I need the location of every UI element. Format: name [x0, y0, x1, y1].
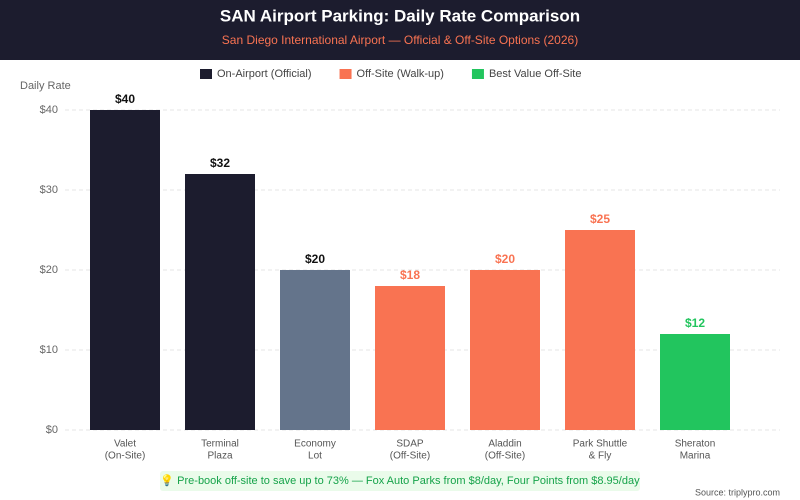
- y-tick-label: $20: [40, 264, 58, 276]
- bar: [90, 110, 160, 430]
- x-tick-label: Park Shuttle: [573, 439, 628, 450]
- bar: [660, 334, 730, 430]
- x-tick-label: Economy: [294, 439, 336, 450]
- x-tick-label: & Fly: [589, 451, 612, 462]
- x-tick-label: (On-Site): [105, 451, 146, 462]
- legend-swatch: [200, 69, 212, 79]
- bar: [375, 286, 445, 430]
- x-tick-label: (Off-Site): [485, 451, 525, 462]
- chart-title: SAN Airport Parking: Daily Rate Comparis…: [220, 6, 580, 25]
- value-label: $32: [210, 156, 230, 170]
- y-tick-label: $10: [40, 344, 58, 356]
- note-box: [160, 471, 640, 491]
- value-label: $18: [400, 268, 420, 282]
- legend-label: Best Value Off-Site: [489, 68, 582, 80]
- x-tick-label: Sheraton: [675, 439, 716, 450]
- note: 💡 Pre-book off-site to save up to 73% — …: [160, 474, 640, 487]
- value-label: $20: [305, 252, 325, 266]
- value-label: $40: [115, 92, 135, 106]
- legend-label: On-Airport (Official): [217, 68, 312, 80]
- source: Source: triplypro.com: [695, 487, 780, 497]
- y-tick-label: $40: [40, 104, 58, 116]
- legend-swatch: [339, 69, 352, 79]
- bar: [565, 230, 635, 430]
- x-tick-label: (Off-Site): [390, 451, 430, 462]
- bar: [185, 174, 255, 430]
- x-tick-label: Valet: [114, 439, 136, 450]
- bar: [470, 270, 540, 430]
- value-label: $20: [495, 252, 515, 266]
- y-tick-label: $0: [46, 424, 58, 436]
- chart-subtitle: San Diego International Airport — Offici…: [222, 33, 578, 47]
- value-label: $25: [590, 212, 610, 226]
- bar: [280, 270, 350, 430]
- x-tick-label: Marina: [680, 451, 711, 462]
- x-tick-label: Plaza: [207, 451, 232, 462]
- legend-label: Off-Site (Walk-up): [357, 68, 444, 80]
- x-tick-label: Terminal: [201, 439, 239, 450]
- x-tick-label: SDAP: [396, 439, 424, 450]
- x-tick-label: Aladdin: [488, 439, 521, 450]
- header: [0, 0, 800, 60]
- x-tick-label: Lot: [308, 451, 322, 462]
- y-axis-label: Daily Rate: [20, 80, 71, 92]
- value-label: $12: [685, 316, 705, 330]
- legend-swatch: [471, 69, 484, 79]
- y-tick-label: $30: [40, 184, 58, 196]
